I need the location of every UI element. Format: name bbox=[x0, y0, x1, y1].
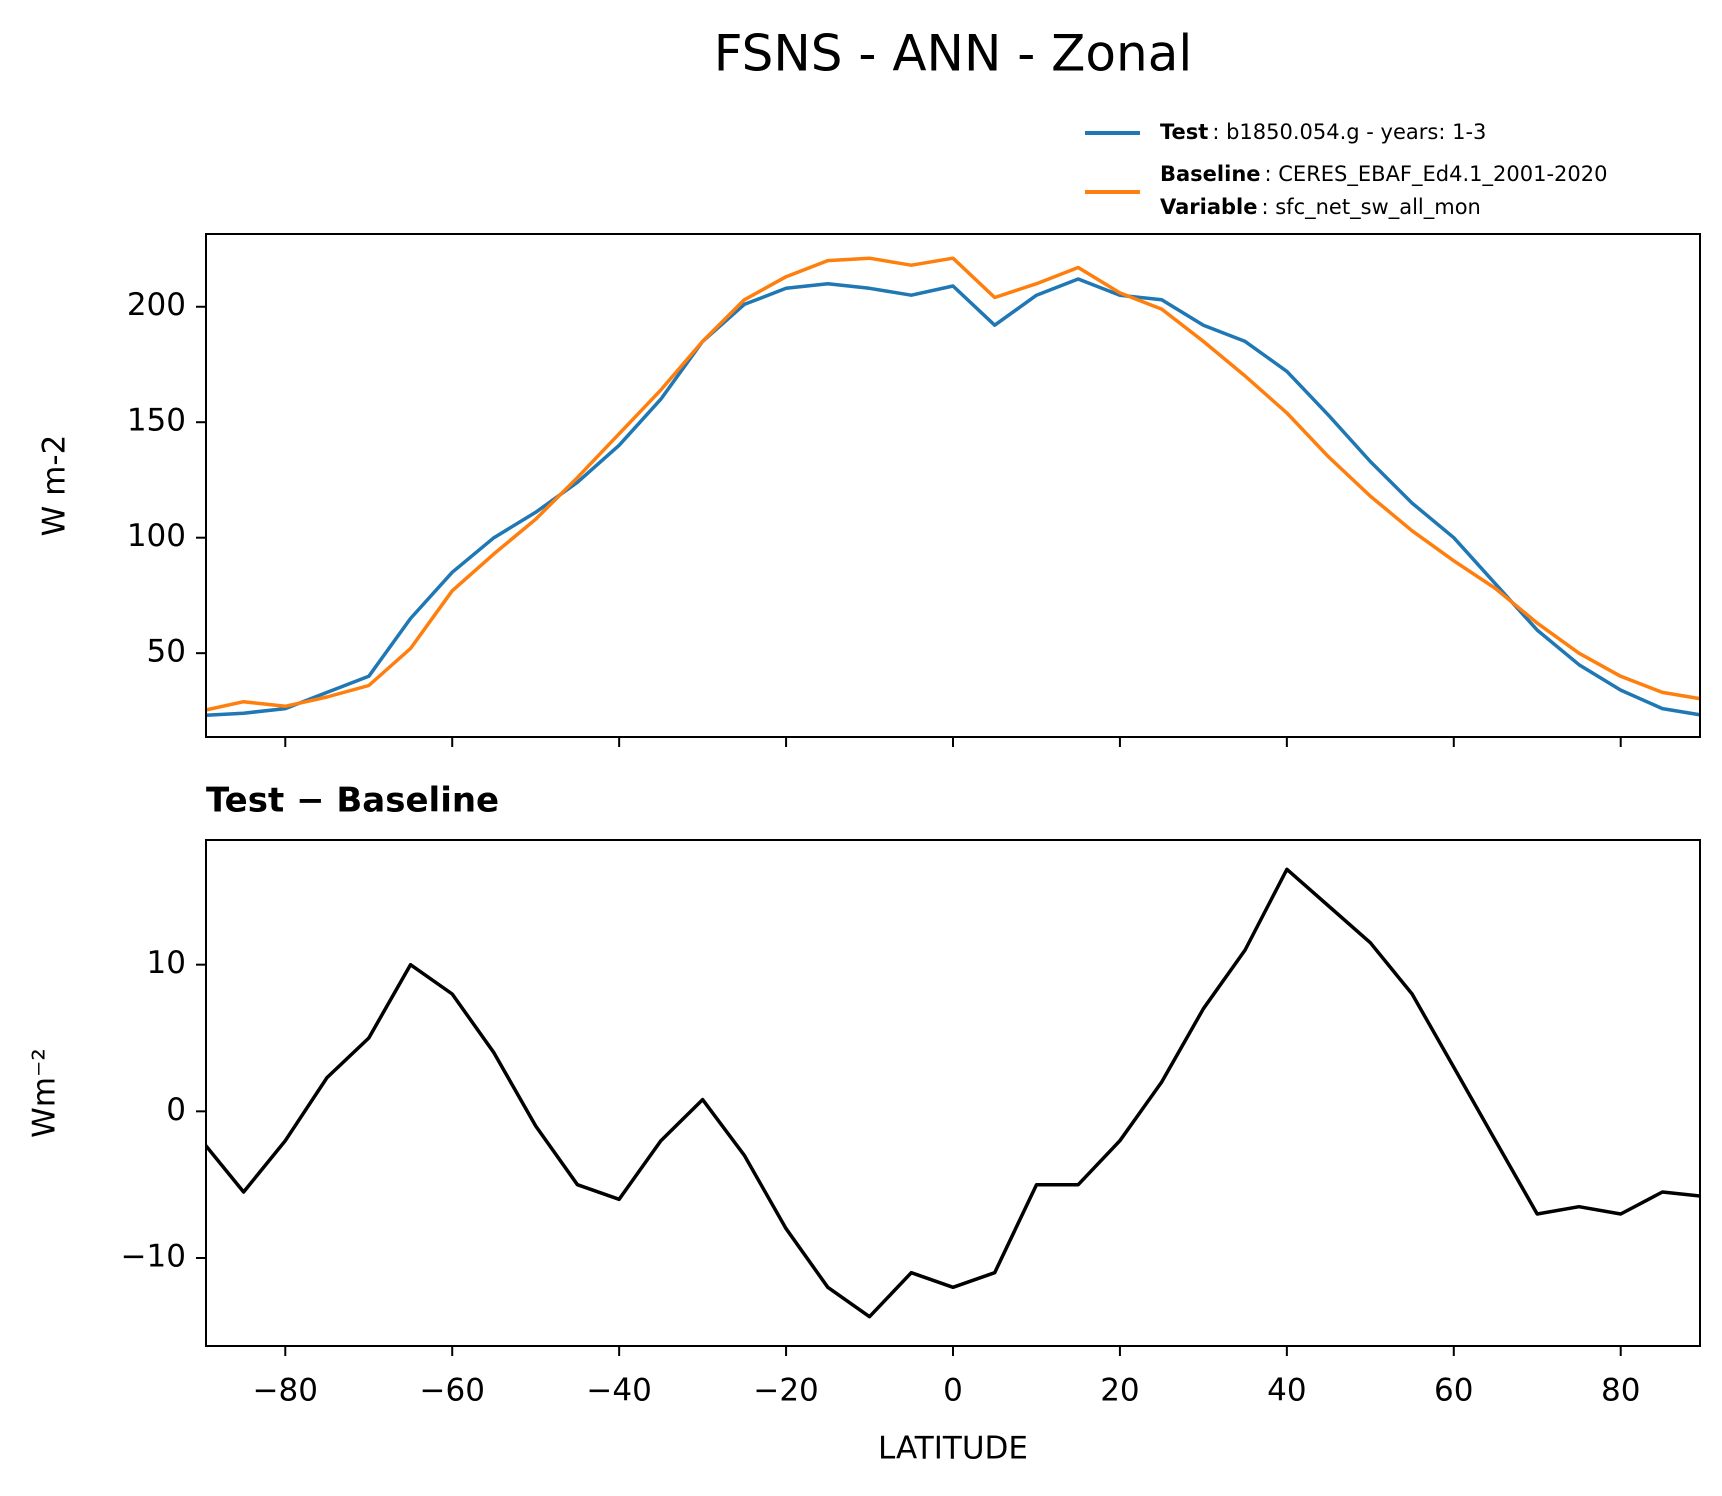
legend-name: Test bbox=[1160, 120, 1208, 144]
legend-variable-value: : sfc_net_sw_all_mon bbox=[1261, 195, 1480, 220]
legend-description: : CERES_EBAF_Ed4.1_2001-2020 bbox=[1265, 162, 1608, 187]
y-tick-label: −10 bbox=[121, 1239, 186, 1275]
x-tick-label: −80 bbox=[253, 1373, 318, 1409]
y-tick-label: 100 bbox=[127, 518, 186, 554]
x-tick-label: −20 bbox=[753, 1373, 818, 1409]
legend-name: Baseline bbox=[1160, 162, 1261, 186]
x-axis-label: LATITUDE bbox=[878, 1431, 1028, 1467]
x-tick-label: 40 bbox=[1267, 1373, 1306, 1409]
y-axis-label: W m-2 bbox=[37, 435, 73, 537]
x-tick-label: −60 bbox=[420, 1373, 485, 1409]
y-tick-label: 200 bbox=[127, 287, 186, 323]
x-tick-label: −40 bbox=[586, 1373, 651, 1409]
chart-title: FSNS - ANN - Zonal bbox=[714, 25, 1193, 83]
series-line bbox=[206, 256, 1700, 712]
y-axis-label: Wm⁻² bbox=[27, 1048, 63, 1138]
legend-variable-label: Variable bbox=[1160, 195, 1257, 219]
x-tick-label: 60 bbox=[1434, 1373, 1473, 1409]
panel-title: Test − Baseline bbox=[206, 781, 499, 821]
y-tick-label: 50 bbox=[147, 634, 186, 670]
legend-description: : b1850.054.g - years: 1-3 bbox=[1212, 120, 1486, 144]
series-line bbox=[206, 277, 1700, 718]
y-tick-label: 10 bbox=[147, 945, 186, 981]
y-tick-label: 0 bbox=[166, 1092, 186, 1128]
legend-entry: Test: b1850.054.g - years: 1-3 bbox=[1160, 120, 1486, 144]
y-tick-label: 150 bbox=[127, 403, 186, 439]
x-tick-label: 20 bbox=[1100, 1373, 1139, 1409]
legend-variable: Variable: sfc_net_sw_all_mon bbox=[1160, 195, 1481, 220]
x-tick-label: 80 bbox=[1601, 1373, 1640, 1409]
legend-entry: Baseline: CERES_EBAF_Ed4.1_2001-2020 bbox=[1160, 162, 1607, 187]
x-tick-label: 0 bbox=[943, 1373, 963, 1409]
series-line bbox=[206, 867, 1700, 1319]
